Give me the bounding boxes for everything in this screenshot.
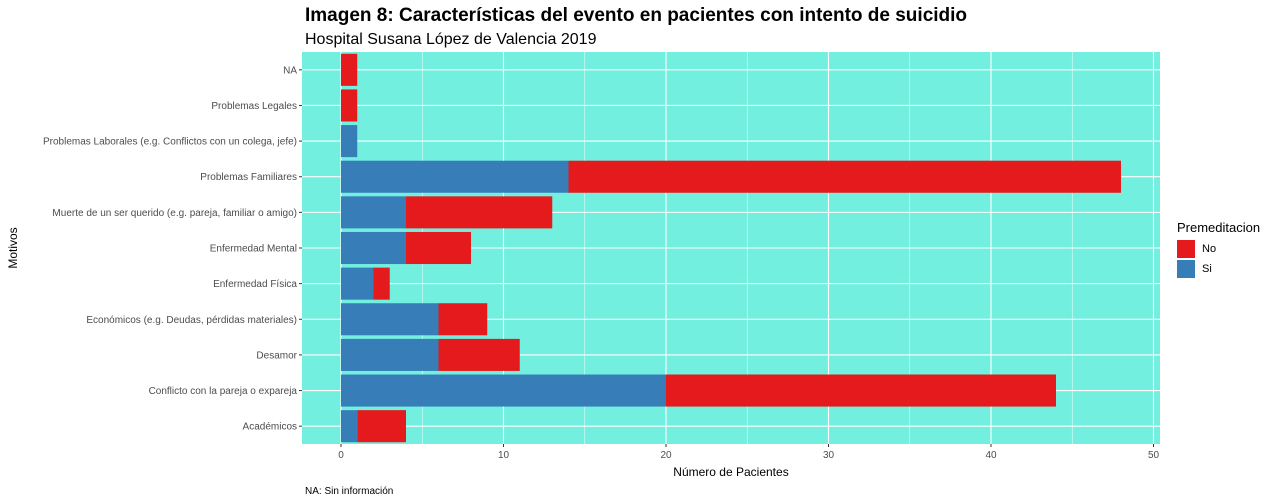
legend-title: Premeditacion [1177, 220, 1261, 235]
x-tick-label: 50 [1148, 450, 1160, 461]
y-tick-label: Problemas Legales [211, 101, 297, 112]
bar-no [438, 303, 488, 336]
legend-swatch-si [1177, 260, 1195, 278]
y-tick-label: Enfermedad Mental [210, 244, 297, 255]
bar-no [341, 53, 358, 86]
y-tick-label: NA [283, 65, 297, 76]
bar-si [341, 338, 439, 371]
y-axis-title: Motivos [6, 227, 20, 268]
x-tick-label: 30 [823, 450, 835, 461]
x-tick-label: 0 [338, 450, 344, 461]
bar-si [341, 374, 666, 407]
legend-label-si: Si [1202, 263, 1212, 275]
bar-no [666, 374, 1056, 407]
chart-caption: NA: Sin información [305, 486, 394, 497]
bar-no [406, 231, 471, 265]
x-tick-label: 10 [498, 450, 510, 461]
y-tick-label: Muerte de un ser querido (e.g. pareja, f… [52, 208, 297, 219]
bar-no [357, 410, 406, 443]
x-tick-label: 40 [985, 450, 997, 461]
legend-label-no: No [1202, 243, 1217, 255]
bar-no [341, 89, 358, 122]
bar-si [341, 125, 358, 158]
legend-item-no: No [1177, 239, 1260, 259]
bar-si [341, 410, 358, 443]
bar-no [406, 196, 553, 229]
chart-subtitle: Hospital Susana López de Valencia 2019 [305, 31, 597, 48]
bar-si [341, 231, 406, 265]
bar-no [373, 267, 390, 300]
chart-title: Imagen 8: Características del evento en … [305, 5, 968, 26]
x-axis-title: Número de Pacientes [673, 465, 788, 479]
legend-swatch-no [1177, 240, 1195, 258]
bar-no [438, 338, 520, 371]
bar-si [341, 160, 569, 193]
y-tick-label: Desamor [256, 350, 297, 361]
bar-si [341, 267, 374, 300]
y-tick-label: Problemas Familiares [200, 172, 297, 183]
y-tick-label: Económicos (e.g. Deudas, pérdidas materi… [86, 315, 297, 326]
y-tick-label: Conflicto con la pareja o expareja [149, 386, 298, 397]
y-tick-label: Enfermedad Física [213, 279, 297, 290]
legend: Premeditacion No Si [1177, 220, 1260, 279]
x-tick-label: 20 [660, 450, 672, 461]
bar-no [568, 160, 1121, 193]
bar-si [341, 303, 439, 336]
y-tick-label: Problemas Laborales (e.g. Conflictos con… [43, 137, 297, 148]
legend-item-si: Si [1177, 259, 1260, 279]
bar-si [341, 196, 406, 229]
y-tick-label: Académicos [243, 422, 297, 433]
